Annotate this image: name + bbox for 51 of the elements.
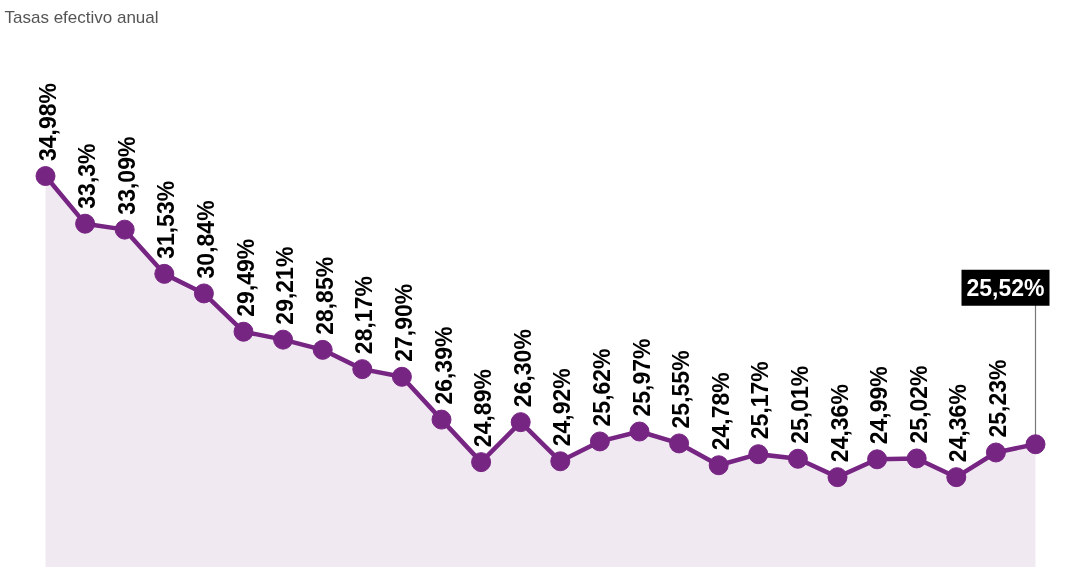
- point: [787, 448, 808, 469]
- data-label: 33,09%: [113, 136, 140, 215]
- data-label: 25,62%: [588, 348, 615, 427]
- data-label: 26,30%: [509, 329, 536, 408]
- data-label: 25,01%: [786, 365, 813, 444]
- point: [906, 448, 927, 469]
- point: [391, 366, 412, 387]
- data-label: 24,36%: [945, 384, 972, 463]
- point: [946, 467, 967, 488]
- data-label: 25,97%: [628, 338, 655, 417]
- data-label: 25,23%: [984, 359, 1011, 438]
- point: [550, 451, 571, 472]
- data-label: 25,17%: [747, 361, 774, 440]
- point: [312, 339, 333, 360]
- data-label: 31,53%: [153, 180, 180, 259]
- data-label: 28,17%: [351, 276, 378, 355]
- data-label: 34,98%: [34, 83, 61, 162]
- point: [114, 219, 135, 240]
- point: [985, 442, 1006, 463]
- point: [233, 321, 254, 342]
- point: [629, 421, 650, 442]
- data-label: 27,90%: [390, 283, 417, 362]
- point: [352, 359, 373, 380]
- data-label: 29,21%: [272, 246, 299, 325]
- point: [193, 283, 214, 304]
- data-label: 33,3%: [74, 143, 101, 209]
- data-label: 26,39%: [430, 326, 457, 405]
- data-label: 24,89%: [470, 369, 497, 448]
- point: [589, 431, 610, 452]
- data-label: 28,85%: [311, 256, 338, 335]
- point: [75, 213, 96, 234]
- data-label: 30,84%: [192, 200, 219, 279]
- data-label: 24,99%: [866, 366, 893, 445]
- point: [1025, 434, 1046, 455]
- data-label: 24,78%: [707, 372, 734, 451]
- point: [273, 329, 294, 350]
- data-label: 24,92%: [549, 368, 576, 447]
- data-label: 25,02%: [905, 365, 932, 444]
- point: [154, 263, 175, 284]
- point: [510, 412, 531, 433]
- data-label: 24,36%: [826, 384, 853, 463]
- point: [431, 409, 452, 430]
- point: [827, 467, 848, 488]
- point: [708, 455, 729, 476]
- data-label: 29,49%: [232, 238, 259, 317]
- point: [471, 452, 492, 473]
- data-label: 25,52%: [966, 274, 1045, 301]
- point: [35, 166, 56, 187]
- data-label: 25,55%: [668, 350, 695, 429]
- point: [669, 433, 690, 454]
- chart-title: Tasas efectivo anual: [4, 7, 159, 27]
